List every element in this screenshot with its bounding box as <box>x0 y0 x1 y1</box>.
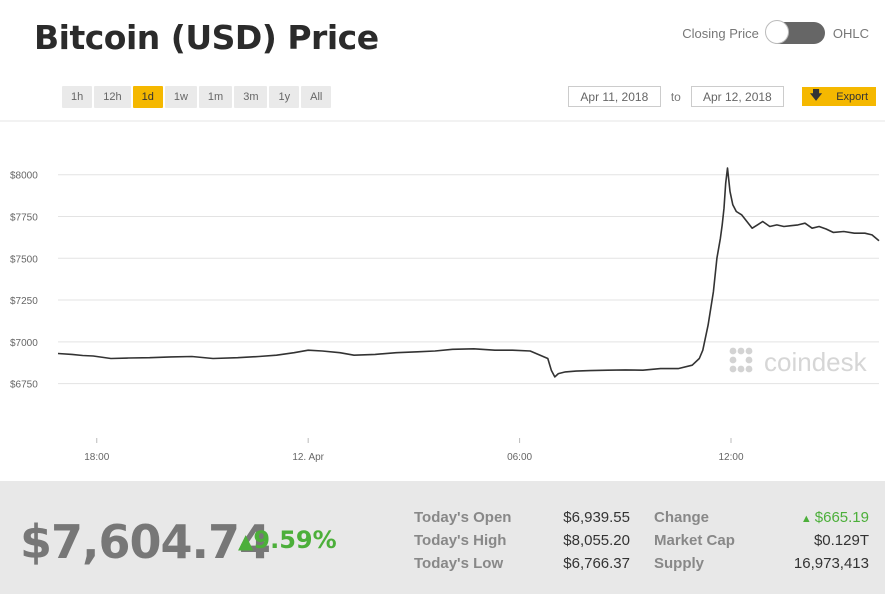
range-button-1w[interactable]: 1w <box>164 86 197 108</box>
change-value: ▲ $665.19 <box>764 506 869 529</box>
toggle-knob <box>764 20 789 44</box>
page-title: Bitcoin (USD) Price <box>34 18 379 57</box>
supply-value: 16,973,413 <box>793 555 869 572</box>
percent-change-value: 9.59% <box>253 526 337 554</box>
up-triangle-icon: ▲ <box>238 529 254 553</box>
price-series-line <box>57 167 880 378</box>
ohlc-label: OHLC <box>832 25 869 41</box>
supply-label: Supply <box>654 555 705 572</box>
x-tick-label: 06:00 <box>507 452 532 463</box>
x-tick-label: 12:00 <box>718 452 743 463</box>
todays-open-label: Today's Open <box>414 509 512 526</box>
range-button-12h[interactable]: 12h <box>94 86 131 108</box>
y-axis-labels: $6750 $7000 $7250 $7500 $7750 $8000 <box>10 171 38 391</box>
change-up-icon: ▲ <box>800 513 815 525</box>
range-button-3m[interactable]: 3m <box>234 86 268 108</box>
closing-price-label: Closing Price <box>682 25 759 41</box>
market-cap-label: Market Cap <box>654 532 735 549</box>
range-button-1d[interactable]: 1d <box>132 86 163 108</box>
todays-open-value: $6,939.55 <box>563 509 630 526</box>
chart-gridlines <box>58 174 879 385</box>
change-label: Change <box>654 509 710 526</box>
export-label: Export <box>836 90 868 103</box>
coindesk-watermark: coindesk <box>729 347 868 377</box>
date-range-controls: Apr 11, 2018 to Apr 12, 2018 🡇 Export <box>567 86 876 107</box>
y-tick-label: $7000 <box>10 338 38 349</box>
todays-high-label: Today's High <box>414 532 507 549</box>
date-to-input[interactable]: Apr 12, 2018 <box>690 86 784 107</box>
y-tick-label: $7250 <box>10 296 38 307</box>
y-tick-label: $8000 <box>10 171 38 182</box>
x-axis-labels: 18:00 12. Apr 06:00 12:00 <box>84 438 744 463</box>
todays-high-value: $8,055.20 <box>563 532 630 549</box>
price-chart: $6750 $7000 $7250 $7500 $7750 $8000 18:00 12. … <box>0 120 885 463</box>
time-range-selector: 1h 12h 1d 1w 1m 3m 1y All <box>62 86 332 108</box>
market-cap-value: $0.129T <box>813 532 869 549</box>
price-type-toggle-group: Closing Price OHLC <box>682 20 869 44</box>
y-tick-label: $6750 <box>10 380 38 391</box>
price-type-toggle[interactable] <box>764 20 825 44</box>
watermark-text: coindesk <box>764 347 868 377</box>
date-from-input[interactable]: Apr 11, 2018 <box>567 86 661 107</box>
download-arrow-icon: 🡇 <box>809 88 823 102</box>
todays-low-label: Today's Low <box>414 555 504 572</box>
y-tick-label: $7750 <box>10 213 38 224</box>
coindesk-logo-icon <box>729 347 753 373</box>
x-tick-label: 12. Apr <box>292 452 324 463</box>
range-button-all[interactable]: All <box>301 86 332 108</box>
y-tick-label: $7500 <box>10 254 38 265</box>
stats-panel: $7,604.74 ▲9.59% Today's Open $6,939.55 T… <box>0 481 885 594</box>
export-button[interactable]: 🡇 Export <box>801 87 876 106</box>
range-button-1y[interactable]: 1y <box>269 86 300 108</box>
range-button-1m[interactable]: 1m <box>198 86 233 108</box>
stats-column-1: Today's Open $6,939.55 Today's High $8,055… <box>414 506 630 575</box>
range-button-1h[interactable]: 1h <box>62 86 93 108</box>
percent-change: ▲9.59% <box>238 526 337 554</box>
change-value-text: $665.19 <box>814 509 869 526</box>
todays-low-value: $6,766.37 <box>563 555 630 572</box>
x-tick-label: 18:00 <box>84 452 109 463</box>
date-to-label: to <box>670 89 681 104</box>
current-price: $7,604.74 <box>20 515 271 569</box>
stats-column-2: Change ▲ $665.19 Market Cap $0.129T Supply… <box>654 506 869 575</box>
